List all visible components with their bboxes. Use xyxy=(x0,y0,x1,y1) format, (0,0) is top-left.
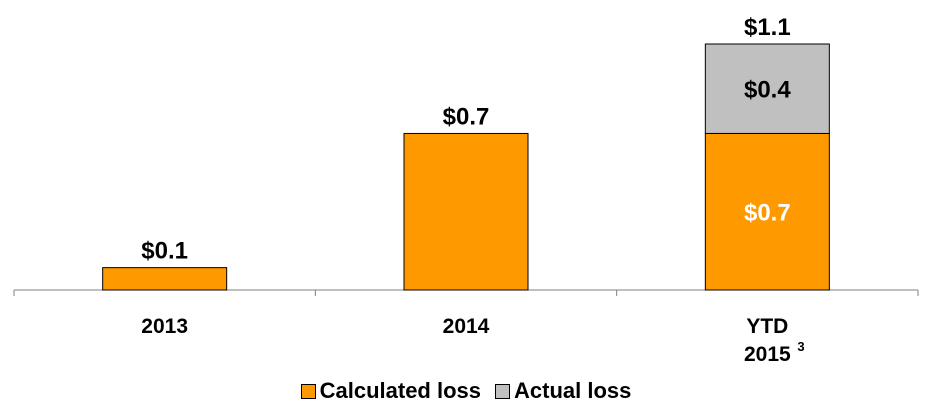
bar-calculated-loss-2014 xyxy=(403,132,529,291)
bar-total-label-2014: $0.7 xyxy=(443,103,490,130)
legend-swatch-calculated-loss xyxy=(300,383,316,399)
legend-label-actual-loss: Actual loss xyxy=(514,378,632,403)
x-tick-footnote-ytd-2015: 3 xyxy=(797,339,804,354)
legend-item-calculated-loss: Calculated loss xyxy=(300,378,481,404)
legend-label-calculated-loss: Calculated loss xyxy=(319,378,481,403)
x-tick-label-ytd-2015-line1: YTD xyxy=(746,315,788,338)
legend-item-actual-loss: Actual loss xyxy=(495,378,631,404)
x-tick-label-ytd-2015-line2: 2015 xyxy=(744,343,791,366)
bar-calculated-loss-2013 xyxy=(102,267,228,291)
segment-label-actual-loss-ytd-2015: $0.4 xyxy=(744,77,791,104)
segment-label-calculated-loss-ytd-2015: $0.7 xyxy=(744,200,791,227)
bar-calculated-loss-ytd-2015 xyxy=(704,132,830,291)
stacked-bar-chart: $0.1 2013 $0.7 2014 $0.7 $0.4 $1.1 YTD 2015 3 xyxy=(13,14,919,366)
chart-legend: Calculated loss Actual loss xyxy=(0,378,932,404)
legend-swatch-actual-loss xyxy=(495,383,510,399)
x-tick-label-2014: 2014 xyxy=(443,315,490,338)
bar-total-label-2013: $0.1 xyxy=(141,238,188,265)
x-tick-label-2013: 2013 xyxy=(141,315,188,338)
bar-total-label-ytd-2015: $1.1 xyxy=(744,14,791,41)
bar-actual-loss-ytd-2015 xyxy=(704,43,830,134)
